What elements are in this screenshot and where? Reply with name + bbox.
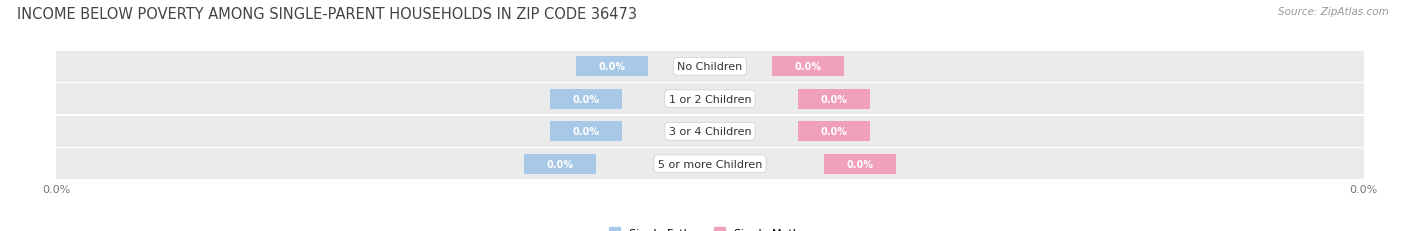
Text: 5 or more Children: 5 or more Children bbox=[658, 159, 762, 169]
Bar bbox=[824, 154, 897, 174]
Bar bbox=[56, 149, 1364, 179]
Bar bbox=[56, 52, 1364, 82]
Text: 1 or 2 Children: 1 or 2 Children bbox=[669, 94, 751, 104]
Bar bbox=[523, 154, 596, 174]
Text: 0.0%: 0.0% bbox=[846, 159, 875, 169]
Text: 0.0%: 0.0% bbox=[821, 94, 848, 104]
Bar bbox=[56, 116, 1364, 147]
Text: INCOME BELOW POVERTY AMONG SINGLE-PARENT HOUSEHOLDS IN ZIP CODE 36473: INCOME BELOW POVERTY AMONG SINGLE-PARENT… bbox=[17, 7, 637, 22]
Bar bbox=[799, 122, 870, 142]
Text: 0.0%: 0.0% bbox=[794, 62, 821, 72]
Legend: Single Father, Single Mother: Single Father, Single Mother bbox=[605, 223, 815, 231]
Text: 0.0%: 0.0% bbox=[572, 127, 599, 137]
Bar bbox=[772, 57, 844, 77]
Bar bbox=[799, 89, 870, 109]
Text: 0.0%: 0.0% bbox=[546, 159, 574, 169]
Text: 0.0%: 0.0% bbox=[821, 127, 848, 137]
Text: 0.0%: 0.0% bbox=[572, 94, 599, 104]
Text: 0.0%: 0.0% bbox=[599, 62, 626, 72]
Bar bbox=[550, 89, 621, 109]
Bar bbox=[56, 84, 1364, 115]
Bar bbox=[576, 57, 648, 77]
Bar bbox=[550, 122, 621, 142]
Text: Source: ZipAtlas.com: Source: ZipAtlas.com bbox=[1278, 7, 1389, 17]
Text: 3 or 4 Children: 3 or 4 Children bbox=[669, 127, 751, 137]
Text: No Children: No Children bbox=[678, 62, 742, 72]
